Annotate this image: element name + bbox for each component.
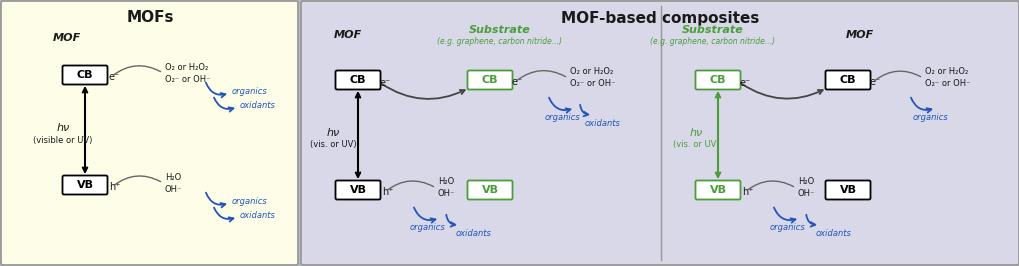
Text: (e.g. graphene, carbon nitride...): (e.g. graphene, carbon nitride...) [650,38,774,47]
Text: oxidants: oxidants [585,119,621,128]
Text: O₂ or H₂O₂: O₂ or H₂O₂ [165,63,208,72]
FancyBboxPatch shape [1,1,298,265]
FancyBboxPatch shape [824,181,869,200]
Text: e⁻: e⁻ [380,78,390,88]
Text: organics: organics [410,223,445,232]
Text: MOF: MOF [333,30,362,40]
Text: H₂O: H₂O [165,172,181,181]
Text: O₂⁻ or OH⁻: O₂⁻ or OH⁻ [924,80,969,89]
Text: Substrate: Substrate [469,25,530,35]
Text: VB: VB [709,185,726,195]
Text: (vis. or UV): (vis. or UV) [672,140,718,149]
FancyBboxPatch shape [335,181,380,200]
Text: e⁻: e⁻ [869,77,880,87]
Text: organics: organics [231,86,268,95]
FancyBboxPatch shape [824,70,869,89]
Text: (visible or UV): (visible or UV) [34,135,93,144]
Text: hν: hν [326,128,339,138]
Text: organics: organics [769,223,805,232]
Text: (e.g. graphene, carbon nitride...): (e.g. graphene, carbon nitride...) [437,38,561,47]
Text: oxidants: oxidants [239,210,275,219]
Text: e⁻: e⁻ [109,72,120,82]
Text: CB: CB [481,75,497,85]
Text: OH⁻: OH⁻ [797,189,814,198]
Text: O₂⁻ or OH⁻: O₂⁻ or OH⁻ [165,74,210,84]
Text: O₂ or H₂O₂: O₂ or H₂O₂ [924,68,967,77]
Text: H₂O: H₂O [797,177,813,186]
FancyBboxPatch shape [695,181,740,200]
FancyBboxPatch shape [301,1,1018,265]
FancyBboxPatch shape [695,70,740,89]
Text: e⁻: e⁻ [739,78,750,88]
Text: h⁺: h⁺ [109,182,120,192]
Text: CB: CB [839,75,855,85]
FancyBboxPatch shape [62,176,107,194]
Text: organics: organics [544,114,580,123]
Text: h⁺: h⁺ [382,187,393,197]
Text: CB: CB [76,70,93,80]
FancyBboxPatch shape [62,65,107,85]
Text: organics: organics [231,197,268,206]
Text: OH⁻: OH⁻ [437,189,454,198]
Text: oxidants: oxidants [815,230,851,239]
Text: VB: VB [76,180,94,190]
FancyBboxPatch shape [467,70,512,89]
Text: Substrate: Substrate [682,25,743,35]
Text: VB: VB [481,185,498,195]
Text: organics: organics [912,114,948,123]
Text: H₂O: H₂O [437,177,453,186]
Text: O₂ or H₂O₂: O₂ or H₂O₂ [570,68,612,77]
Text: OH⁻: OH⁻ [165,185,182,193]
Text: hν: hν [689,128,702,138]
Text: oxidants: oxidants [239,101,275,110]
Text: hν: hν [56,123,69,133]
Text: h⁺: h⁺ [741,187,753,197]
Text: e⁻: e⁻ [512,77,523,87]
Text: CB: CB [350,75,366,85]
Text: O₂⁻ or OH⁻: O₂⁻ or OH⁻ [570,80,614,89]
Text: MOF: MOF [53,33,82,43]
Text: MOF-based composites: MOF-based composites [560,10,758,26]
Text: (vis. or UV): (vis. or UV) [310,140,356,149]
FancyBboxPatch shape [335,70,380,89]
Text: VB: VB [839,185,856,195]
Text: CB: CB [709,75,726,85]
Text: oxidants: oxidants [455,230,491,239]
Text: MOF: MOF [845,30,873,40]
Text: MOFs: MOFs [126,10,173,26]
Text: VB: VB [350,185,366,195]
FancyBboxPatch shape [467,181,512,200]
